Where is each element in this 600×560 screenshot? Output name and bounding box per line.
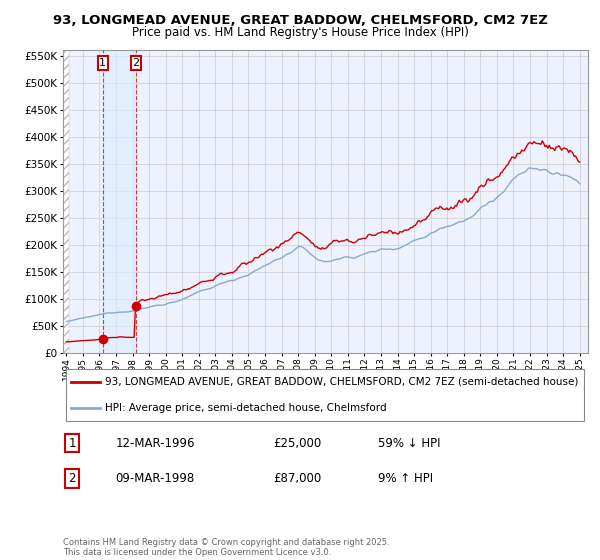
Text: £25,000: £25,000 [273, 436, 321, 450]
Text: 1: 1 [99, 58, 106, 68]
Text: 09-MAR-1998: 09-MAR-1998 [115, 472, 195, 486]
Text: 93, LONGMEAD AVENUE, GREAT BADDOW, CHELMSFORD, CM2 7EZ (semi-detached house): 93, LONGMEAD AVENUE, GREAT BADDOW, CHELM… [105, 377, 578, 387]
Text: 93, LONGMEAD AVENUE, GREAT BADDOW, CHELMSFORD, CM2 7EZ: 93, LONGMEAD AVENUE, GREAT BADDOW, CHELM… [53, 14, 547, 27]
Text: 2: 2 [133, 58, 139, 68]
Text: 12-MAR-1996: 12-MAR-1996 [115, 436, 195, 450]
Text: £87,000: £87,000 [273, 472, 321, 486]
Text: 9% ↑ HPI: 9% ↑ HPI [378, 472, 433, 486]
Text: 59% ↓ HPI: 59% ↓ HPI [378, 436, 440, 450]
FancyBboxPatch shape [65, 369, 584, 421]
Text: HPI: Average price, semi-detached house, Chelmsford: HPI: Average price, semi-detached house,… [105, 403, 386, 413]
Text: 1: 1 [68, 436, 76, 450]
Bar [103, 50, 136, 353]
Text: 2: 2 [68, 472, 76, 486]
Text: Contains HM Land Registry data © Crown copyright and database right 2025.
This d: Contains HM Land Registry data © Crown c… [63, 538, 389, 557]
Text: Price paid vs. HM Land Registry's House Price Index (HPI): Price paid vs. HM Land Registry's House … [131, 26, 469, 39]
